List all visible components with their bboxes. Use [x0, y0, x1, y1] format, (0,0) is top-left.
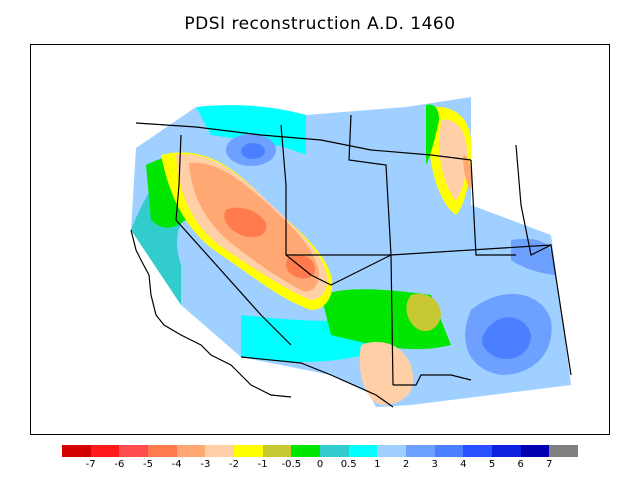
legend-label: 2 — [402, 459, 410, 470]
legend-swatch — [434, 445, 464, 457]
zone-ne-green — [426, 104, 439, 165]
pdsi-map — [130, 97, 572, 408]
legend-label: -1 — [257, 459, 268, 470]
state-border-5 — [390, 254, 394, 386]
state-border-6 — [470, 159, 516, 256]
legend-label: -2 — [229, 459, 239, 470]
zone-dark-orange-core1 — [224, 207, 267, 237]
legend-label: -6 — [114, 459, 125, 470]
legend-label: 0.5 — [340, 459, 357, 470]
state-border-3 — [348, 114, 392, 256]
state-border-2 — [280, 124, 392, 286]
zone-south-dry — [359, 341, 414, 405]
legend-swatch — [463, 445, 493, 457]
legend-swatch — [176, 445, 206, 457]
legend-label: -0.5 — [281, 459, 302, 470]
legend-label: 1 — [374, 459, 381, 470]
state-border-8 — [393, 374, 472, 386]
legend-swatch — [348, 445, 378, 457]
legend-label: 0 — [316, 459, 324, 470]
legend-swatch — [320, 445, 350, 457]
zone-south-yellow — [406, 293, 441, 332]
legend-swatch — [492, 445, 522, 457]
legend-label: -4 — [171, 459, 182, 470]
zone-cyan-north — [196, 105, 306, 155]
pacific-coastline — [130, 229, 292, 398]
legend-label: -5 — [143, 459, 153, 470]
legend-label: 4 — [460, 459, 467, 470]
legend-label: 6 — [517, 459, 524, 470]
color-legend: -7 -6 -5 -4 -3 -2 -1 -0.5 0 0.5 1 2 3 4 5 6 7 — [62, 445, 579, 475]
legend-swatch — [205, 445, 235, 457]
legend-swatch — [520, 445, 550, 457]
legend-label: -7 — [85, 459, 96, 470]
legend-swatch — [62, 445, 92, 457]
mexico-border — [240, 356, 394, 408]
state-border-7 — [515, 144, 572, 376]
zone-ne-orange — [463, 155, 472, 190]
legend-label: -3 — [200, 459, 211, 470]
legend-swatch — [148, 445, 178, 457]
zone-wet-southeast-core — [482, 317, 531, 359]
us-canada-border — [135, 122, 472, 161]
pdsi-field — [131, 97, 571, 407]
legend-swatch — [549, 445, 579, 457]
legend-swatch — [90, 445, 120, 457]
legend-label: 7 — [546, 459, 553, 470]
legend-swatch — [119, 445, 149, 457]
legend-label: 3 — [431, 459, 438, 470]
state-border-1 — [175, 134, 292, 346]
legend-swatch — [234, 445, 264, 457]
legend-swatch — [377, 445, 407, 457]
boundaries — [130, 114, 572, 408]
zone-wet-north-core — [241, 143, 265, 159]
legend-swatch — [262, 445, 292, 457]
page-title: PDSI reconstruction A.D. 1460 — [184, 14, 456, 34]
legend-swatch — [406, 445, 436, 457]
legend-swatch — [291, 445, 321, 457]
legend-label: 5 — [488, 459, 496, 470]
zone-ne-dry-core — [439, 119, 468, 200]
map-frame — [30, 44, 610, 435]
